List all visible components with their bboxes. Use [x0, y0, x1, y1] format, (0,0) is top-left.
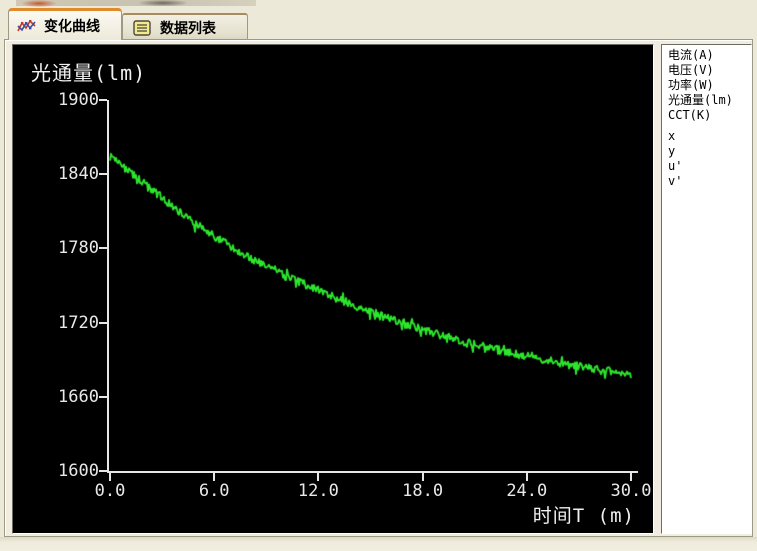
toolbar-remnant-band: [16, 0, 256, 6]
y-tick: [99, 321, 107, 324]
curve-tab-page: 光通量(lm) 时间T (m) 1900 1840 1780 1720 1660 1600…: [4, 39, 753, 537]
toolbar-remnant-dark: [140, 0, 186, 6]
y-tick-label: 1720: [58, 312, 99, 333]
y-tick-label: 1600: [58, 461, 99, 481]
legend-item[interactable]: CCT(K): [668, 108, 712, 122]
x-tick-label: 12.0: [297, 481, 339, 501]
plot-region: 光通量(lm) 时间T (m) 1900 1840 1780 1720 1660 1600…: [13, 45, 653, 533]
y-tick-label: 1660: [58, 386, 99, 407]
x-tick: [109, 473, 111, 481]
legend-item[interactable]: x: [668, 129, 676, 143]
flux-curve-canvas: [13, 45, 653, 533]
legend-item[interactable]: 电流(A): [668, 48, 714, 62]
y-axis-title: 光通量(lm): [31, 61, 147, 85]
legend-item[interactable]: y: [668, 144, 676, 158]
y-tick-label: 1900: [58, 90, 99, 110]
chart-area: 光通量(lm) 时间T (m) 1900 1840 1780 1720 1660 1600…: [12, 44, 654, 534]
x-tick-label: 24.0: [506, 481, 548, 501]
series-legend-list: 电流(A) 电压(V) 功率(W) 光通量(lm) CCT(K) x y u' v': [662, 45, 751, 189]
y-tick: [99, 173, 107, 176]
x-tick: [630, 473, 632, 481]
legend-item[interactable]: u': [668, 159, 683, 173]
x-tick: [525, 473, 528, 481]
data-list-icon: [133, 19, 153, 36]
x-tick-label: 18.0: [402, 481, 444, 501]
legend-item[interactable]: 光通量(lm): [668, 93, 733, 107]
tab-change-curve[interactable]: 变化曲线: [8, 8, 122, 40]
y-tick: [99, 99, 107, 101]
y-tick-label: 1780: [58, 238, 99, 259]
x-tick-label: 0.0: [94, 481, 126, 501]
legend-item[interactable]: v': [668, 174, 683, 188]
legend-item[interactable]: 电压(V): [668, 63, 714, 77]
y-axis-line: [107, 100, 109, 473]
legend-item[interactable]: 功率(W): [668, 78, 714, 92]
curve-chart-icon: [17, 18, 37, 34]
x-tick: [213, 473, 216, 481]
tab-data-list-label: 数据列表: [160, 19, 216, 36]
series-legend-listbox[interactable]: 电流(A) 电压(V) 功率(W) 光通量(lm) CCT(K) x y u' v': [661, 44, 752, 534]
y-tick: [99, 470, 107, 472]
x-tick: [317, 473, 320, 481]
tab-data-list[interactable]: 数据列表: [122, 13, 248, 40]
status-strip: [0, 537, 757, 551]
tab-change-curve-label: 变化曲线: [44, 17, 100, 34]
y-tick-label: 1840: [58, 164, 99, 185]
x-axis-line: [107, 471, 638, 473]
x-tick-label: 30.0: [610, 481, 652, 501]
x-axis-title: 时间T (m): [532, 505, 635, 527]
x-tick: [421, 473, 424, 481]
toolbar-remnant-red: [22, 0, 56, 7]
y-tick: [99, 395, 107, 398]
x-tick-label: 6.0: [198, 481, 230, 501]
y-tick: [99, 247, 107, 250]
